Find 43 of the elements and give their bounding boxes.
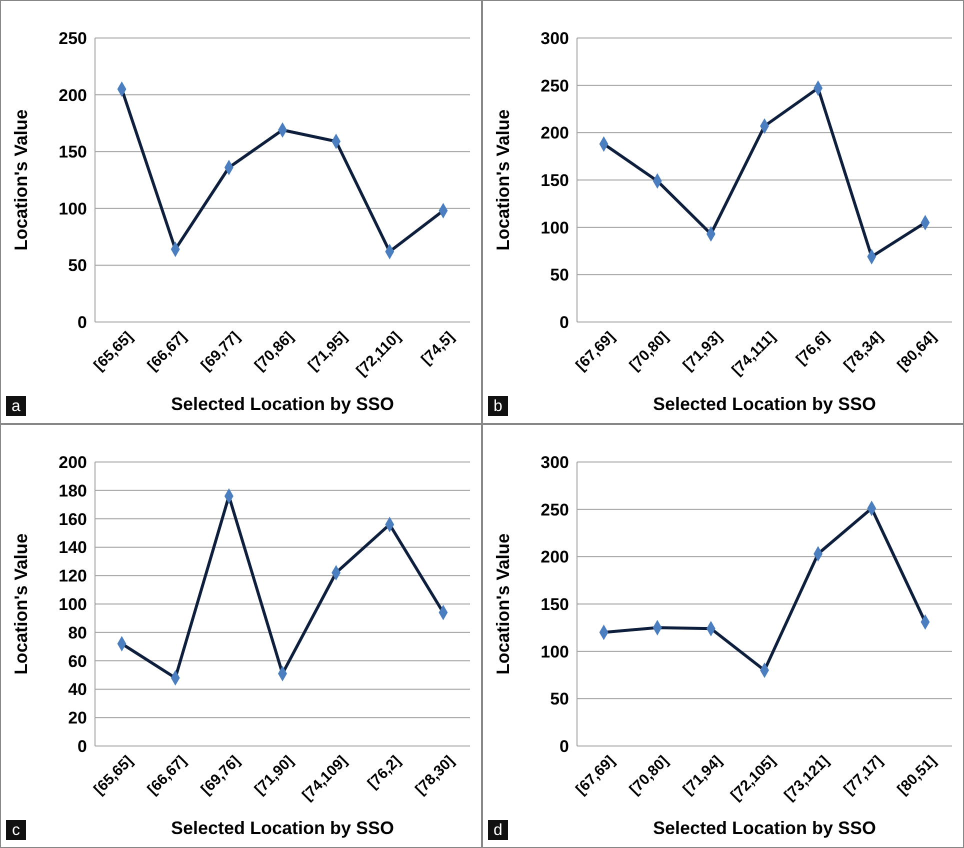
y-tick-label: 100 [58,594,87,614]
y-tick-label: 150 [540,594,569,614]
y-tick-label: 0 [78,312,87,332]
y-tick-label: 100 [540,642,569,662]
y-tick-label: 200 [58,452,87,472]
y-tick-label: 40 [68,680,87,700]
text: c [12,822,20,839]
x-axis-title: Selected Location by SSO [170,818,394,838]
y-tick-label: 50 [68,256,87,276]
y-tick-label: 0 [560,736,569,756]
y-tick-label: 150 [540,170,569,190]
y-tick-label: 250 [540,500,569,520]
x-axis-title: Selected Location by SSO [652,818,876,838]
y-tick-label: 20 [68,708,87,728]
y-tick-label: 120 [58,566,87,586]
text: b [494,398,503,415]
y-tick-label: 50 [550,266,569,285]
y-tick-label: 80 [68,623,87,642]
y-tick-label: 300 [540,28,569,48]
y-tick-label: 300 [540,452,569,472]
y-tick-label: 0 [560,312,569,332]
y-tick-label: 200 [540,124,569,143]
y-tick-label: 250 [58,28,87,48]
y-tick-label: 0 [78,736,87,756]
y-tick-label: 250 [540,76,569,96]
y-axis-title: Location's Value [493,533,513,675]
y-tick-label: 50 [550,690,569,709]
y-tick-label: 60 [68,652,87,671]
y-axis-title: Location's Value [493,109,513,251]
y-tick-label: 100 [540,218,569,238]
text: d [494,822,502,839]
y-tick-label: 160 [58,510,87,529]
y-axis-title: Location's Value [11,533,31,675]
y-tick-label: 100 [58,199,87,218]
y-tick-label: 140 [58,538,87,558]
x-axis-title: Selected Location by SSO [652,394,876,414]
y-tick-label: 200 [540,548,569,567]
text: a [12,398,21,415]
y-tick-label: 180 [58,481,87,500]
y-tick-label: 200 [58,86,87,105]
y-axis-title: Location's Value [11,109,31,251]
x-axis-title: Selected Location by SSO [170,394,394,414]
y-tick-label: 150 [58,142,87,162]
